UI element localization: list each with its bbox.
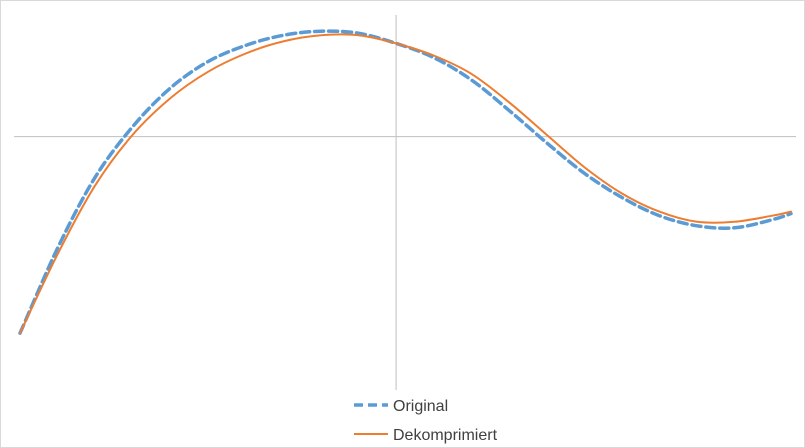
- legend-label-dekomprimiert: Dekomprimiert: [393, 427, 498, 444]
- legend-item-original[interactable]: Original: [354, 398, 448, 415]
- series-layer: [18, 29, 793, 335]
- legend: Original Dekomprimiert: [354, 398, 498, 444]
- chart-axes: [14, 15, 796, 390]
- legend-label-original: Original: [393, 398, 448, 415]
- series-line-original: [18, 29, 793, 335]
- legend-item-dekomprimiert[interactable]: Dekomprimiert: [354, 427, 498, 444]
- series-line-dekomprimiert: [19, 33, 792, 335]
